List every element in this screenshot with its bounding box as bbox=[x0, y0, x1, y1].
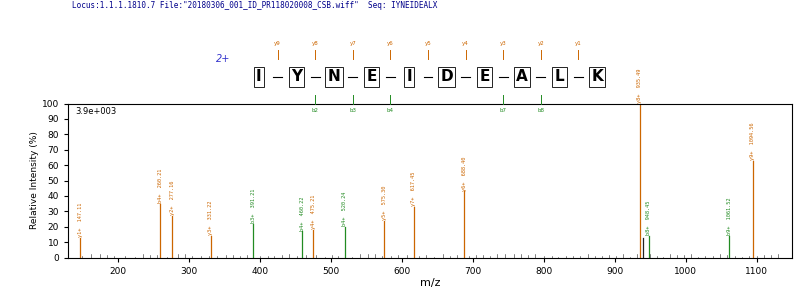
Text: y1+  147.11: y1+ 147.11 bbox=[78, 202, 82, 237]
Text: 2+: 2+ bbox=[216, 54, 230, 64]
Text: N: N bbox=[328, 70, 340, 84]
Text: y4: y4 bbox=[462, 41, 469, 46]
Text: y4+  475.21: y4+ 475.21 bbox=[310, 195, 315, 229]
Text: E: E bbox=[479, 70, 490, 84]
Text: b7: b7 bbox=[500, 108, 506, 113]
Text: b2: b2 bbox=[312, 108, 318, 113]
Text: b4+  460.22: b4+ 460.22 bbox=[300, 196, 305, 231]
Text: b4+  520.24: b4+ 520.24 bbox=[342, 192, 347, 226]
Text: E: E bbox=[366, 70, 377, 84]
Text: Y: Y bbox=[291, 70, 302, 84]
Text: Locus:1.1.1.1810.7 File:"20180306_001_ID_PR118020008_CSB.wiff"  Seq: IYNEIDEALX: Locus:1.1.1.1810.7 File:"20180306_001_ID… bbox=[72, 1, 438, 10]
Y-axis label: Relative Intensity (%): Relative Intensity (%) bbox=[30, 132, 39, 229]
Text: b8+  948.45: b8+ 948.45 bbox=[646, 201, 651, 235]
Text: y9+  1094.56: y9+ 1094.56 bbox=[750, 122, 755, 160]
Text: b3: b3 bbox=[350, 108, 356, 113]
Text: L: L bbox=[554, 70, 565, 84]
Text: 3.9e+003: 3.9e+003 bbox=[75, 107, 117, 116]
Text: y7: y7 bbox=[350, 41, 356, 46]
Text: y3: y3 bbox=[500, 41, 506, 46]
Text: y6+  688.40: y6+ 688.40 bbox=[462, 156, 467, 191]
Text: b4+  260.21: b4+ 260.21 bbox=[158, 168, 163, 203]
Text: b9+  1061.52: b9+ 1061.52 bbox=[726, 198, 732, 235]
Text: I: I bbox=[256, 70, 262, 84]
Text: y1: y1 bbox=[575, 41, 582, 46]
Text: I: I bbox=[406, 70, 412, 84]
Text: y5: y5 bbox=[425, 41, 431, 46]
Text: b8: b8 bbox=[538, 108, 544, 113]
Text: y3+  331.22: y3+ 331.22 bbox=[208, 201, 214, 235]
Text: y8+  935.49: y8+ 935.49 bbox=[638, 68, 642, 103]
Text: y8: y8 bbox=[312, 41, 318, 46]
Text: y5+  575.30: y5+ 575.30 bbox=[382, 185, 386, 220]
Text: y2+  277.16: y2+ 277.16 bbox=[170, 181, 175, 215]
Text: y9: y9 bbox=[274, 41, 281, 46]
Text: y7+  617.45: y7+ 617.45 bbox=[411, 172, 417, 206]
X-axis label: m/z: m/z bbox=[420, 278, 440, 288]
Text: D: D bbox=[441, 70, 453, 84]
Text: b4: b4 bbox=[387, 108, 394, 113]
Text: A: A bbox=[516, 70, 528, 84]
Text: y6: y6 bbox=[387, 41, 394, 46]
Text: b3+  391.21: b3+ 391.21 bbox=[251, 189, 256, 223]
Text: y2: y2 bbox=[538, 41, 544, 46]
Text: K: K bbox=[591, 70, 603, 84]
